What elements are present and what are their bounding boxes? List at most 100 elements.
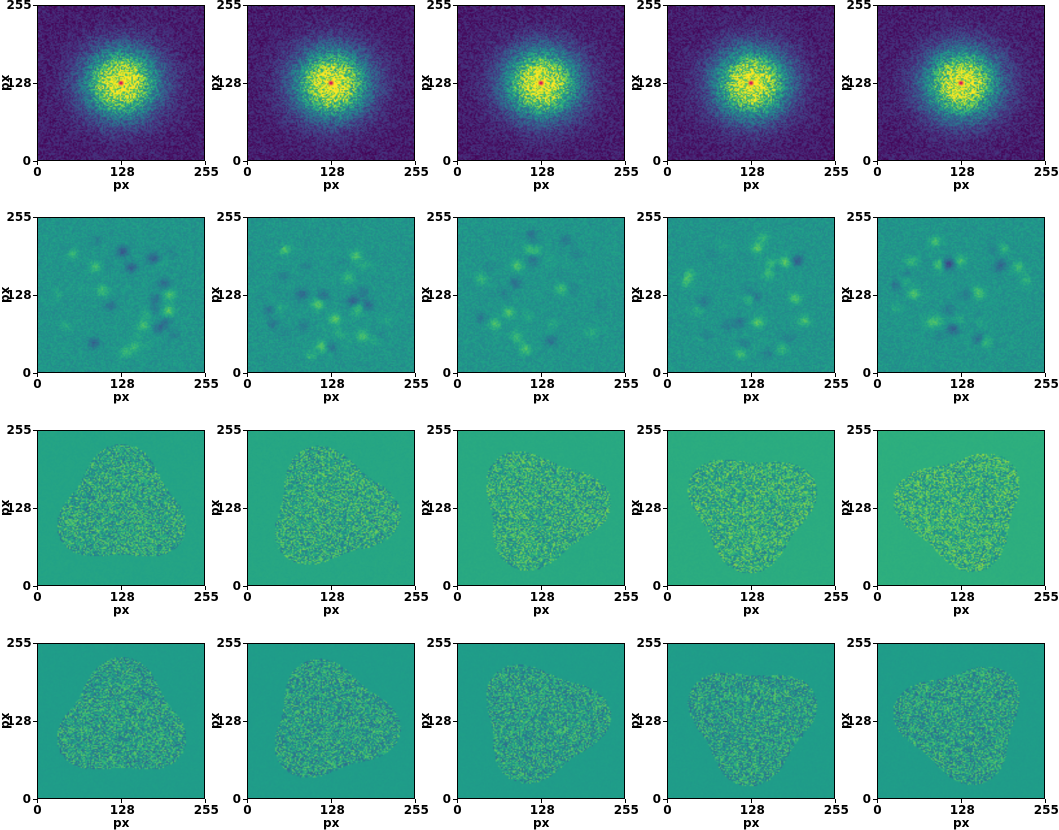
y-tick-label: 255 bbox=[846, 0, 872, 12]
y-tick-mark bbox=[243, 82, 247, 84]
y-axis-label: px bbox=[838, 712, 852, 729]
x-tick-label: 255 bbox=[613, 165, 639, 179]
image-heatmap bbox=[38, 644, 204, 798]
image-plot bbox=[247, 5, 415, 161]
x-axis-label: px bbox=[743, 178, 760, 192]
x-tick-label: 0 bbox=[663, 803, 672, 817]
x-tick-mark bbox=[540, 161, 542, 165]
x-tick-mark bbox=[204, 586, 206, 590]
image-heatmap bbox=[668, 431, 834, 585]
y-axis-label: px bbox=[208, 712, 222, 729]
y-tick-mark bbox=[453, 429, 457, 431]
y-tick-mark bbox=[33, 82, 37, 84]
x-tick-label: 0 bbox=[663, 377, 672, 391]
y-tick-mark bbox=[33, 429, 37, 431]
x-tick-mark bbox=[834, 799, 836, 803]
x-tick-mark bbox=[330, 161, 332, 165]
x-tick-mark bbox=[876, 373, 878, 377]
x-tick-mark bbox=[120, 586, 122, 590]
x-axis-label: px bbox=[953, 178, 970, 192]
x-tick-mark bbox=[1044, 373, 1046, 377]
y-tick-mark bbox=[33, 160, 37, 162]
x-tick-label: 128 bbox=[739, 803, 765, 817]
y-tick-label: 128 bbox=[216, 76, 242, 90]
x-tick-label: 255 bbox=[823, 590, 849, 604]
y-axis-label: px bbox=[418, 74, 432, 91]
x-tick-mark bbox=[876, 799, 878, 803]
y-tick-label: 255 bbox=[426, 636, 452, 650]
y-tick-mark bbox=[243, 216, 247, 218]
image-heatmap bbox=[248, 644, 414, 798]
image-heatmap bbox=[668, 644, 834, 798]
y-tick-label: 128 bbox=[636, 501, 662, 515]
y-tick-label: 128 bbox=[636, 288, 662, 302]
x-tick-label: 255 bbox=[1033, 377, 1059, 391]
x-tick-label: 128 bbox=[109, 377, 135, 391]
image-plot bbox=[667, 430, 835, 586]
x-tick-mark bbox=[36, 161, 38, 165]
x-tick-mark bbox=[204, 799, 206, 803]
x-tick-label: 0 bbox=[33, 803, 42, 817]
image-heatmap bbox=[38, 218, 204, 372]
x-tick-label: 128 bbox=[529, 165, 555, 179]
x-axis-label: px bbox=[113, 603, 130, 617]
y-tick-label: 128 bbox=[6, 501, 32, 515]
y-tick-label: 255 bbox=[216, 0, 242, 12]
x-tick-label: 128 bbox=[319, 377, 345, 391]
x-tick-mark bbox=[456, 161, 458, 165]
y-tick-label: 255 bbox=[846, 210, 872, 224]
x-tick-label: 128 bbox=[739, 590, 765, 604]
image-heatmap bbox=[668, 6, 834, 160]
y-tick-label: 0 bbox=[862, 792, 871, 806]
x-tick-label: 0 bbox=[663, 590, 672, 604]
x-tick-label: 128 bbox=[109, 803, 135, 817]
x-tick-mark bbox=[330, 799, 332, 803]
y-axis-label: px bbox=[628, 286, 642, 303]
y-tick-label: 0 bbox=[232, 792, 241, 806]
x-tick-label: 0 bbox=[453, 590, 462, 604]
y-tick-label: 255 bbox=[6, 636, 32, 650]
x-tick-label: 0 bbox=[873, 590, 882, 604]
image-heatmap bbox=[458, 6, 624, 160]
y-tick-mark bbox=[663, 82, 667, 84]
y-tick-mark bbox=[243, 160, 247, 162]
y-tick-mark bbox=[453, 216, 457, 218]
x-tick-mark bbox=[876, 161, 878, 165]
x-tick-label: 255 bbox=[823, 377, 849, 391]
y-tick-mark bbox=[663, 160, 667, 162]
x-axis-label: px bbox=[533, 603, 550, 617]
x-axis-label: px bbox=[533, 390, 550, 404]
x-axis-label: px bbox=[323, 178, 340, 192]
y-tick-mark bbox=[663, 642, 667, 644]
x-tick-mark bbox=[750, 799, 752, 803]
y-tick-label: 255 bbox=[426, 423, 452, 437]
x-tick-mark bbox=[540, 799, 542, 803]
image-plot bbox=[877, 217, 1045, 373]
image-plot bbox=[37, 5, 205, 161]
image-plot bbox=[37, 430, 205, 586]
image-heatmap bbox=[248, 218, 414, 372]
x-tick-mark bbox=[1044, 161, 1046, 165]
x-tick-label: 128 bbox=[739, 377, 765, 391]
y-tick-label: 128 bbox=[216, 501, 242, 515]
x-tick-mark bbox=[666, 799, 668, 803]
y-tick-label: 0 bbox=[232, 366, 241, 380]
image-heatmap bbox=[878, 644, 1044, 798]
x-tick-label: 128 bbox=[739, 165, 765, 179]
x-tick-mark bbox=[120, 373, 122, 377]
y-tick-mark bbox=[873, 216, 877, 218]
x-axis-label: px bbox=[743, 390, 760, 404]
y-axis-label: px bbox=[628, 499, 642, 516]
y-axis-label: px bbox=[838, 499, 852, 516]
y-tick-mark bbox=[873, 642, 877, 644]
x-tick-label: 0 bbox=[453, 165, 462, 179]
y-tick-label: 128 bbox=[426, 714, 452, 728]
y-tick-label: 255 bbox=[636, 210, 662, 224]
x-tick-mark bbox=[246, 161, 248, 165]
y-tick-label: 0 bbox=[862, 154, 871, 168]
y-tick-label: 255 bbox=[6, 0, 32, 12]
x-tick-mark bbox=[36, 373, 38, 377]
x-tick-mark bbox=[750, 373, 752, 377]
x-tick-mark bbox=[960, 586, 962, 590]
y-axis-label: px bbox=[838, 74, 852, 91]
